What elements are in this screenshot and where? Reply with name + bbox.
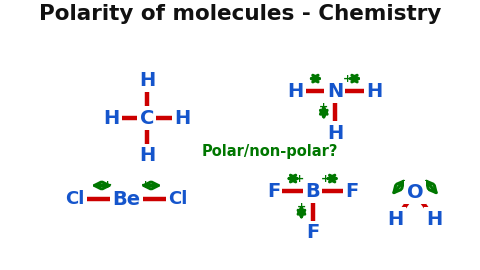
Text: +: + (319, 102, 328, 112)
Text: O: O (407, 183, 423, 202)
Text: F: F (306, 224, 319, 242)
Text: B: B (305, 182, 320, 201)
Text: Polarity of molecules - Chemistry: Polarity of molecules - Chemistry (39, 4, 441, 24)
Text: N: N (327, 82, 343, 101)
Text: F: F (267, 182, 280, 201)
Text: H: H (426, 210, 443, 229)
Text: +: + (103, 180, 112, 190)
Text: Cl: Cl (168, 190, 187, 208)
Text: H: H (139, 146, 155, 165)
Text: H: H (327, 123, 343, 143)
Text: +: + (297, 202, 306, 212)
Text: F: F (345, 182, 359, 201)
Text: Polar/non-polar?: Polar/non-polar? (202, 144, 338, 159)
Text: H: H (387, 210, 404, 229)
Text: +: + (141, 180, 150, 190)
Text: Cl: Cl (66, 190, 85, 208)
Text: H: H (103, 109, 120, 128)
Text: +: + (343, 74, 353, 84)
Text: H: H (174, 109, 191, 128)
Text: +: + (295, 174, 304, 184)
Text: C: C (140, 109, 154, 128)
Text: H: H (288, 82, 304, 101)
Text: Be: Be (112, 190, 141, 209)
Text: +: + (312, 74, 321, 84)
Text: H: H (366, 82, 382, 101)
Text: +: + (321, 174, 330, 184)
Text: H: H (139, 71, 155, 90)
